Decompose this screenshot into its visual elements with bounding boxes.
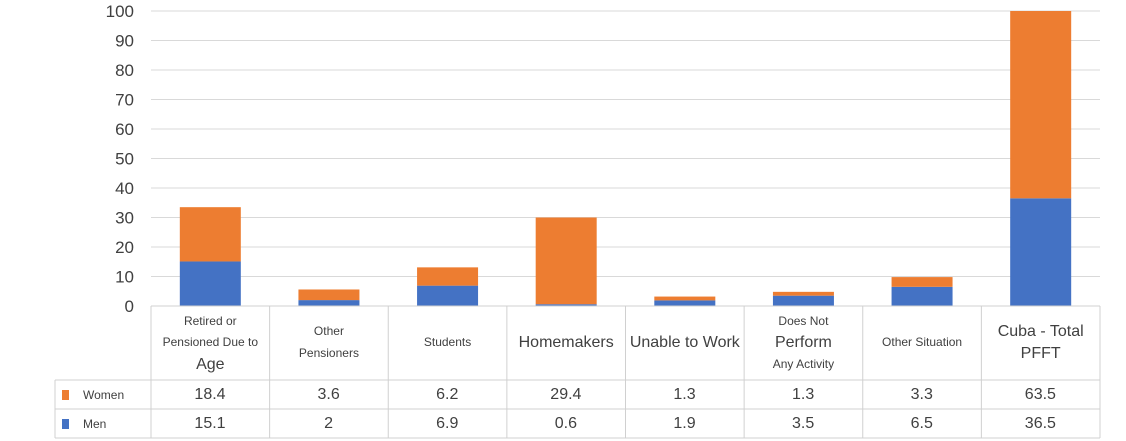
category-label: Cuba - Total PFFT <box>997 323 1084 362</box>
table-cell-men: 2 <box>324 414 334 432</box>
y-tick-label: 80 <box>115 61 134 80</box>
y-tick-label: 30 <box>115 209 134 228</box>
table-cell-women: 1.3 <box>673 385 696 403</box>
category-label: Homemakers <box>518 334 614 352</box>
legend-women: Women <box>55 380 150 409</box>
bar-women <box>535 217 597 305</box>
bar-women <box>772 291 834 296</box>
table-cell-men: 6.5 <box>910 414 933 432</box>
y-tick-label: 20 <box>115 238 134 257</box>
bar-men <box>654 300 716 306</box>
table-cell-men: 0.6 <box>554 414 577 432</box>
y-tick-label: 100 <box>106 2 134 21</box>
bar-men <box>417 285 479 306</box>
y-tick-label: 60 <box>115 120 134 139</box>
category-label: Retired or Pensioned Due to Age <box>162 313 259 373</box>
y-tick-label: 0 <box>125 297 134 316</box>
category-label: Unable to Work <box>629 334 740 352</box>
table-cell-women: 6.2 <box>436 385 459 403</box>
bar-women <box>179 207 241 262</box>
legend-label: Women <box>83 387 125 402</box>
y-tick-label: 70 <box>115 91 134 110</box>
bar-men <box>772 295 834 306</box>
table-cell-women: 3.6 <box>317 385 340 403</box>
legend-swatch <box>62 389 69 400</box>
y-tick-label: 40 <box>115 179 134 198</box>
y-tick-label: 10 <box>115 268 134 287</box>
table-cell-men: 1.9 <box>673 414 696 432</box>
category-label: Other Situation <box>882 335 963 350</box>
table-cell-men: 6.9 <box>436 414 459 432</box>
data-table-grid <box>54 305 1101 439</box>
y-tick-label: 90 <box>115 32 134 51</box>
bar-men <box>179 261 241 306</box>
bar-women <box>298 289 360 301</box>
legend-swatch <box>62 418 69 429</box>
bar-men <box>535 304 597 306</box>
y-axis: 0 10 20 30 40 50 60 70 80 90 100 <box>106 2 134 316</box>
category-label: Students <box>423 335 472 350</box>
table-cell-women: 18.4 <box>194 385 226 403</box>
bar-women <box>891 277 953 287</box>
bar-men <box>298 300 360 306</box>
table-cell-women: 63.5 <box>1024 385 1056 403</box>
table-cell-men: 3.5 <box>792 414 815 432</box>
table-cell-women: 3.3 <box>910 385 933 403</box>
legend-label: Men <box>83 416 107 431</box>
bar-women <box>654 296 716 301</box>
bar-men <box>1010 198 1072 306</box>
category-label: Other Pensioners <box>298 324 359 360</box>
category-label: Does Not Perform Any Activity <box>772 313 835 371</box>
table-cell-men: 15.1 <box>194 414 226 432</box>
bars <box>179 11 1072 306</box>
legend-men: Men <box>55 409 150 438</box>
table-cell-women: 1.3 <box>792 385 815 403</box>
gridlines <box>151 10 1100 307</box>
table-cell-men: 36.5 <box>1024 414 1056 432</box>
y-tick-label: 50 <box>115 150 134 169</box>
bar-women <box>1010 11 1072 199</box>
bar-men <box>891 286 953 306</box>
bar-women <box>417 267 479 286</box>
table-cell-women: 29.4 <box>550 385 582 403</box>
